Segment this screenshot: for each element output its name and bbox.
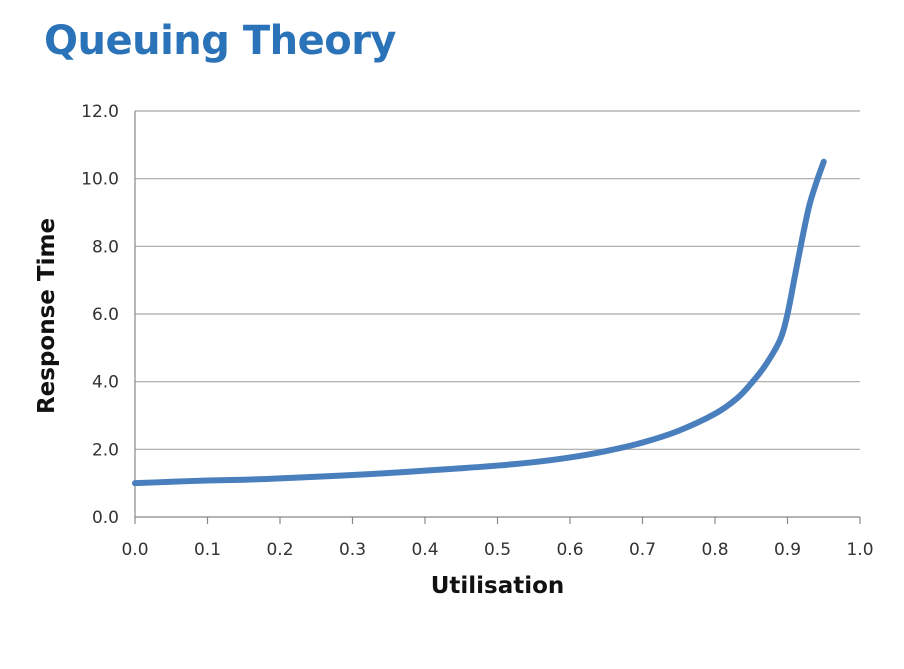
y-axis-title: Response Time xyxy=(34,218,60,414)
series-line xyxy=(132,158,827,487)
x-tick-label: 0.8 xyxy=(701,540,728,560)
x-tick-label: 0.7 xyxy=(629,540,656,560)
x-tick-label: 0.4 xyxy=(411,540,438,560)
x-tick-label: 1.0 xyxy=(846,540,873,560)
y-tick-label: 6.0 xyxy=(92,305,119,325)
y-tick-label: 4.0 xyxy=(92,373,119,393)
y-tick-label: 2.0 xyxy=(92,440,119,460)
x-tick-label: 0.6 xyxy=(556,540,583,560)
x-tick-label: 0.2 xyxy=(266,540,293,560)
gridlines xyxy=(135,110,860,450)
x-tick-label: 0.1 xyxy=(194,540,221,560)
x-tick-labels: 0.0 0.1 0.2 0.3 0.4 0.5 0.6 0.7 0.8 0.9 1.0 xyxy=(121,540,873,560)
y-tick-label: 12.0 xyxy=(81,102,119,122)
y-tick-label: 0.0 xyxy=(92,508,119,528)
y-tick-label: 8.0 xyxy=(92,237,119,257)
x-axis-title: Utilisation xyxy=(431,573,565,599)
x-tick-label: 0.5 xyxy=(484,540,511,560)
y-tick-label: 10.0 xyxy=(81,170,119,190)
x-tick-label: 0.9 xyxy=(774,540,801,560)
x-tick-label: 0.3 xyxy=(339,540,366,560)
chart-title: Queuing Theory xyxy=(44,18,397,64)
y-tick-labels: 0.0 2.0 4.0 6.0 8.0 10.0 12.0 xyxy=(81,102,119,528)
x-tick-label: 0.0 xyxy=(121,540,148,560)
series-group xyxy=(132,158,827,487)
axes xyxy=(134,111,861,524)
